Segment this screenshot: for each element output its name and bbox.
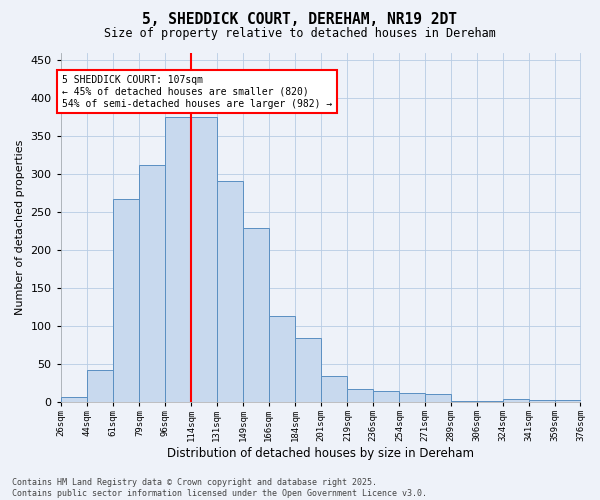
Bar <box>61 397 88 402</box>
Bar <box>503 399 529 402</box>
Bar <box>295 338 320 402</box>
Bar <box>347 390 373 402</box>
Bar <box>373 391 400 402</box>
Bar <box>400 393 425 402</box>
Bar <box>269 316 295 402</box>
Text: Size of property relative to detached houses in Dereham: Size of property relative to detached ho… <box>104 28 496 40</box>
Bar <box>113 199 139 402</box>
Bar <box>555 400 581 402</box>
Text: 5, SHEDDICK COURT, DEREHAM, NR19 2DT: 5, SHEDDICK COURT, DEREHAM, NR19 2DT <box>143 12 458 28</box>
Bar <box>529 400 555 402</box>
Bar <box>88 370 113 402</box>
Y-axis label: Number of detached properties: Number of detached properties <box>15 140 25 315</box>
Bar <box>425 394 451 402</box>
Bar <box>139 165 164 402</box>
Bar <box>320 376 347 402</box>
Text: 5 SHEDDICK COURT: 107sqm
← 45% of detached houses are smaller (820)
54% of semi-: 5 SHEDDICK COURT: 107sqm ← 45% of detach… <box>62 76 332 108</box>
Bar <box>191 117 217 402</box>
Text: Contains HM Land Registry data © Crown copyright and database right 2025.
Contai: Contains HM Land Registry data © Crown c… <box>12 478 427 498</box>
Bar <box>244 228 269 402</box>
Bar <box>164 117 191 402</box>
X-axis label: Distribution of detached houses by size in Dereham: Distribution of detached houses by size … <box>167 447 474 460</box>
Bar <box>217 181 244 402</box>
